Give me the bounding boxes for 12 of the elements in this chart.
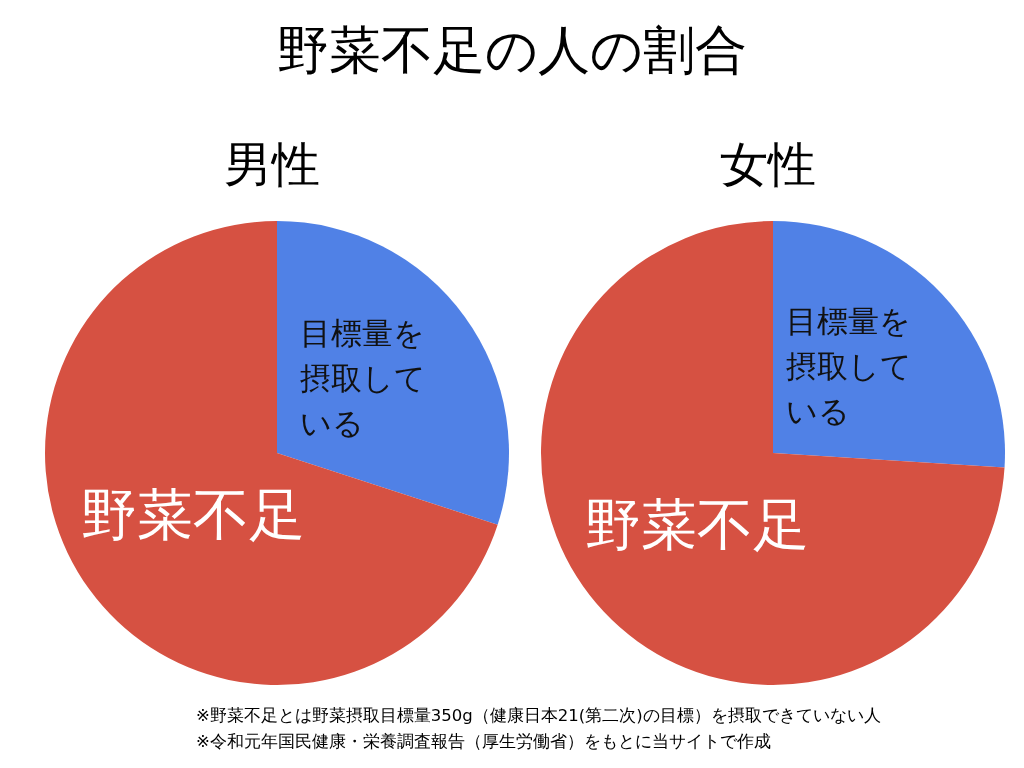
text: 野菜不足の人の割合 <box>276 19 748 82</box>
chart-title: 女性 <box>719 135 817 194</box>
text: ※令和元年国民健康・栄養調査報告（厚生労働省）をもとに当サイトで作成 <box>196 731 772 753</box>
slice-label: 野菜不足 <box>80 481 305 547</box>
chart-title: 男性 <box>223 135 321 194</box>
text: ※野菜不足とは野菜摂取目標量350g（健康日本21(第二次)の目標）を摂取できていない人 <box>196 705 881 727</box>
slice-label: 目標量を摂取している <box>786 302 913 429</box>
slice-label: 目標量を摂取している <box>300 315 427 441</box>
pie-slice <box>45 221 498 685</box>
slice-label: 野菜不足 <box>584 491 809 557</box>
pie-slice <box>541 221 1005 685</box>
pie-slice <box>773 221 1005 468</box>
